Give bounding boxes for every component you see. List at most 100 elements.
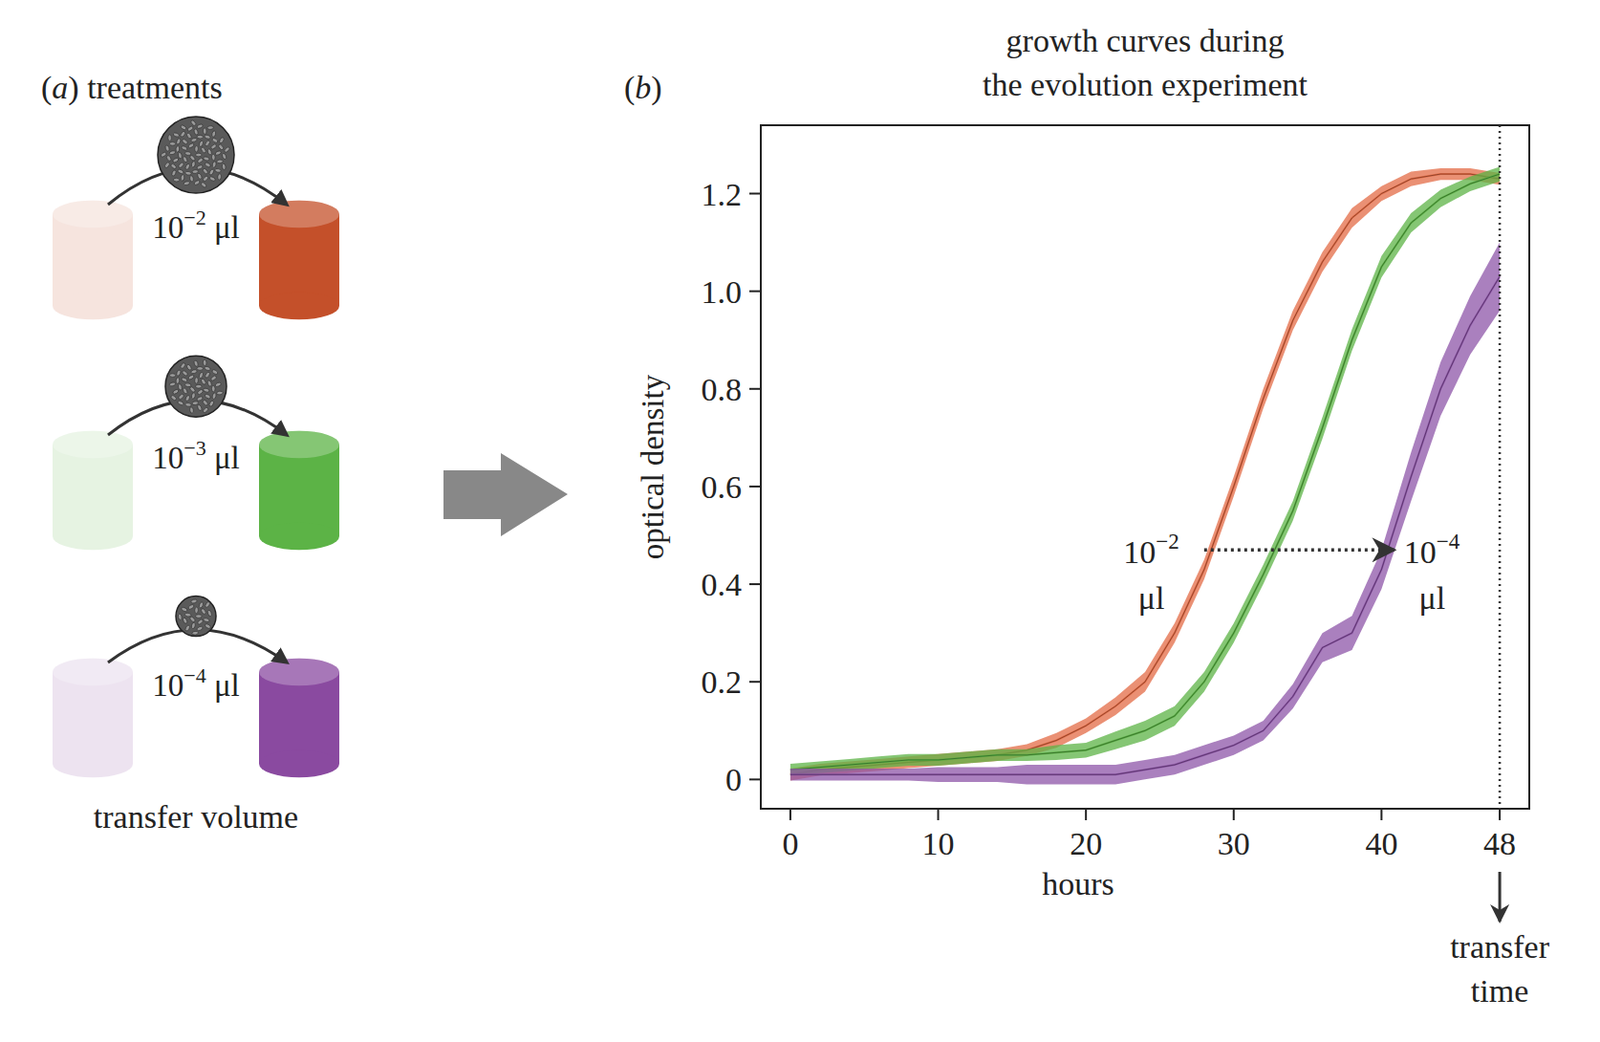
cell [187, 373, 195, 380]
cell [193, 179, 200, 186]
x-tick-label: 40 [1364, 825, 1398, 862]
source-tube [52, 658, 133, 779]
cell [194, 377, 199, 385]
cell [183, 180, 191, 186]
cell-sample [165, 355, 227, 417]
y-tick [749, 290, 761, 293]
growth-curve [790, 173, 1500, 770]
cell [204, 139, 212, 147]
cell [211, 368, 218, 376]
cell [203, 366, 211, 371]
cell [195, 384, 202, 389]
cell [215, 168, 222, 173]
cell [177, 151, 183, 159]
cell [192, 169, 199, 173]
cell [208, 400, 215, 408]
cell [189, 615, 196, 623]
cell [179, 362, 187, 369]
cylinder-top-shine [52, 431, 133, 459]
cell [216, 159, 224, 164]
cell [207, 148, 213, 155]
cell [193, 360, 198, 368]
cylinder-body [52, 444, 133, 537]
panel-letter: ( [41, 69, 52, 107]
cell [184, 624, 191, 631]
cell [164, 145, 170, 152]
cell [189, 386, 196, 393]
cell [212, 161, 217, 169]
cell [221, 163, 227, 171]
cell [204, 623, 212, 629]
cell [180, 145, 188, 152]
cell [187, 142, 195, 149]
destination-tube [259, 658, 340, 779]
cell [163, 161, 171, 169]
cell [184, 151, 192, 155]
panel-letter: ) [67, 69, 79, 107]
y-tick-label: 0.8 [701, 371, 743, 408]
cell [175, 137, 182, 145]
cell [216, 173, 221, 181]
annotation-unit: μl [1418, 580, 1446, 616]
cell [172, 131, 180, 137]
y-tick-label: 0 [725, 761, 742, 798]
cell [169, 150, 176, 155]
cell [196, 172, 203, 180]
y-tick [749, 583, 761, 585]
cell [204, 371, 212, 379]
x-tick [1498, 808, 1501, 821]
panel-letter: ) [650, 69, 662, 107]
source-tube [52, 200, 133, 321]
cell [200, 146, 208, 153]
cell [201, 399, 209, 407]
cell [170, 394, 177, 402]
cylinder-top-shine [259, 200, 340, 229]
cell [182, 617, 189, 625]
x-tick [789, 808, 792, 821]
cell [177, 613, 183, 621]
cylinder-bottom [52, 292, 133, 321]
cell [189, 154, 196, 162]
confidence-band [790, 242, 1500, 785]
cell [196, 123, 204, 130]
cell [201, 168, 209, 175]
cylinder-top [259, 431, 340, 459]
cell [176, 400, 184, 407]
cell [181, 138, 189, 146]
cell [182, 387, 189, 394]
cell [172, 177, 180, 182]
cell [180, 174, 185, 182]
cell [184, 163, 191, 171]
cylinder-bottom [259, 292, 340, 321]
cell [202, 155, 210, 161]
cell [189, 174, 195, 182]
cell [190, 119, 197, 127]
y-tick-label: 1.0 [701, 274, 743, 310]
cell [190, 368, 197, 374]
cell-disc [165, 355, 227, 417]
cell [175, 377, 180, 385]
panel-letter: b [634, 69, 651, 106]
cylinder-body [52, 671, 133, 764]
cell [165, 154, 173, 162]
transfer-arrow [1498, 871, 1502, 922]
x-tick [937, 808, 940, 821]
cell [194, 606, 199, 614]
confidence-band [790, 168, 1500, 780]
cell-sample [157, 116, 235, 194]
cell [175, 146, 180, 153]
cylinder-bottom [259, 750, 340, 779]
cell [202, 617, 210, 623]
svg-text:10−4: 10−4 [1404, 529, 1461, 570]
cell [186, 131, 194, 139]
cell [170, 163, 177, 171]
cell [179, 130, 187, 138]
cylinder-top-shine [259, 431, 340, 459]
y-tick [749, 388, 761, 390]
cell-disc [175, 596, 217, 637]
panel-letter: a [51, 69, 68, 106]
x-tick-label: 48 [1483, 825, 1516, 862]
y-axis-title: optical density [635, 373, 671, 560]
cell [196, 618, 204, 626]
cylinder-bottom [259, 522, 340, 551]
